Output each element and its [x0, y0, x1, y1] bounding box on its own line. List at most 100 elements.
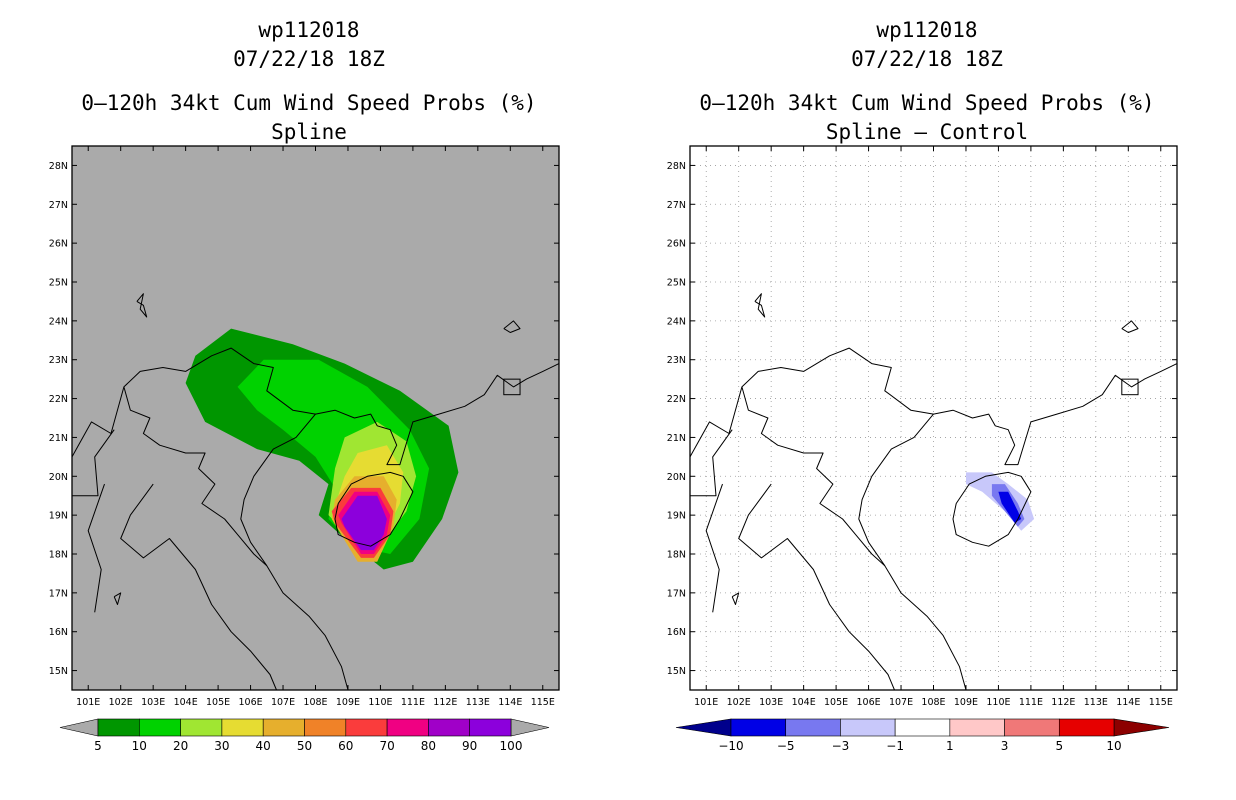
x-tick-label: 107E: [889, 697, 913, 708]
x-tick-label: 109E: [336, 697, 360, 708]
x-tick-label: 115E: [531, 697, 555, 708]
island-outline: [136, 293, 148, 318]
island-outline: [731, 592, 740, 605]
y-tick-label: 16N: [667, 627, 686, 638]
x-tick-label: 106E: [238, 697, 262, 708]
colorbar-swatch: [386, 718, 429, 737]
colorbar-extend-low: [59, 718, 99, 737]
colorbar-0: 5 10 20 30 40 50 60 70 80 90 100: [59, 718, 550, 753]
contour-level-100: [341, 495, 387, 551]
hainan-coastline: [952, 471, 1032, 547]
x-tick-label: 110E: [368, 697, 392, 708]
right-panel-storm-id: wp112018: [876, 18, 978, 42]
x-tick-label: 115E: [1149, 697, 1173, 708]
y-tick-label: 24N: [49, 316, 68, 327]
colorbar-1: −10 −5 −3 −1 1 3 5 10: [675, 718, 1170, 753]
colorbar-label: 30: [214, 739, 229, 753]
colorbar-label: 40: [256, 739, 271, 753]
y-tick-label: 18N: [49, 550, 68, 561]
right-panel-label: Spline – Control: [825, 120, 1029, 144]
y-tick-label: 18N: [667, 550, 686, 561]
colorbar-label: 5: [94, 739, 102, 753]
island-outline: [754, 293, 766, 318]
x-tick-label: 111E: [1019, 697, 1043, 708]
left-panel-date: 07/22/18 18Z: [233, 47, 385, 71]
x-tick-label: 112E: [1051, 697, 1075, 708]
right-panel-subtitle: 0–120h 34kt Cum Wind Speed Probs (%): [699, 91, 1155, 115]
colorbar-label: −5: [777, 739, 795, 753]
colorbar-label: 90: [462, 739, 477, 753]
y-tick-label: 26N: [667, 239, 686, 250]
x-tick-label: 101E: [76, 697, 100, 708]
colorbar-label: −1: [886, 739, 904, 753]
x-tick-label: 106E: [856, 697, 880, 708]
country-border: [690, 429, 733, 497]
colorbar-label: 3: [1001, 739, 1009, 753]
colorbar-label: −10: [718, 739, 743, 753]
hainan-coastline: [334, 471, 414, 547]
x-tick-label: 113E: [466, 697, 490, 708]
colorbar-swatch: [221, 718, 264, 737]
y-tick-label: 17N: [49, 588, 68, 599]
x-tick-label: 113E: [1084, 697, 1108, 708]
island-outline: [1121, 320, 1139, 333]
country-border: [738, 483, 895, 691]
colorbar-swatch: [469, 718, 512, 737]
hong-kong-outline: [1121, 378, 1139, 396]
colorbar-label: 20: [173, 739, 188, 753]
country-border: [123, 386, 268, 567]
country-border: [120, 483, 277, 691]
country-border: [741, 386, 886, 567]
y-tick-label: 20N: [49, 472, 68, 483]
contour-level-neg5: [998, 491, 1022, 523]
country-border: [705, 483, 723, 613]
y-tick-label: 27N: [49, 200, 68, 211]
y-tick-label: 25N: [49, 278, 68, 289]
china-coastline: [315, 363, 560, 466]
x-tick-label: 109E: [954, 697, 978, 708]
colorbar-label: 70: [379, 739, 394, 753]
colorbar-extend-low: [675, 718, 732, 737]
colorbar-swatch: [97, 718, 140, 737]
colorbar-label: 1: [946, 739, 954, 753]
y-tick-label: 15N: [49, 666, 68, 677]
x-tick-label: 103E: [759, 697, 783, 708]
y-tick-label: 28N: [49, 161, 68, 172]
colorbar-label: 10: [132, 739, 147, 753]
x-tick-label: 114E: [498, 697, 522, 708]
hong-kong-outline: [503, 378, 521, 396]
y-tick-label: 15N: [667, 666, 686, 677]
y-tick-label: 17N: [667, 588, 686, 599]
colorbar-swatch: [949, 718, 1005, 737]
left-panel-label: Spline: [271, 120, 347, 144]
colorbar-label: 80: [421, 739, 436, 753]
y-tick-label: 25N: [667, 278, 686, 289]
x-tick-label: 108E: [303, 697, 327, 708]
colorbar-label: 10: [1106, 739, 1121, 753]
colorbar-swatch: [840, 718, 896, 737]
colorbar-swatch: [345, 718, 388, 737]
china-coastline: [933, 363, 1178, 466]
y-tick-label: 19N: [49, 511, 68, 522]
colorbar-swatch: [428, 718, 470, 737]
colorbar-swatch: [180, 718, 223, 737]
colorbar-swatch: [730, 718, 787, 737]
vietnam-coastline: [858, 413, 967, 691]
y-tick-label: 20N: [667, 472, 686, 483]
vietnam-coastline: [240, 413, 349, 691]
left-panel-subtitle: 0–120h 34kt Cum Wind Speed Probs (%): [81, 91, 537, 115]
colorbar-swatch: [1058, 718, 1115, 737]
panel-1: 101E 102E 103E 104E 105E 106E 107E 108E 109E 110E…: [667, 145, 1178, 708]
y-tick-label: 21N: [49, 433, 68, 444]
island-outline: [503, 320, 521, 333]
y-tick-label: 27N: [667, 200, 686, 211]
y-tick-label: 23N: [49, 355, 68, 366]
colorbar-label: 60: [338, 739, 353, 753]
x-tick-label: 107E: [271, 697, 295, 708]
x-tick-label: 114E: [1116, 697, 1140, 708]
colorbar-label: 5: [1055, 739, 1063, 753]
x-tick-label: 111E: [401, 697, 425, 708]
y-tick-label: 23N: [667, 355, 686, 366]
colorbar-label: −3: [832, 739, 850, 753]
